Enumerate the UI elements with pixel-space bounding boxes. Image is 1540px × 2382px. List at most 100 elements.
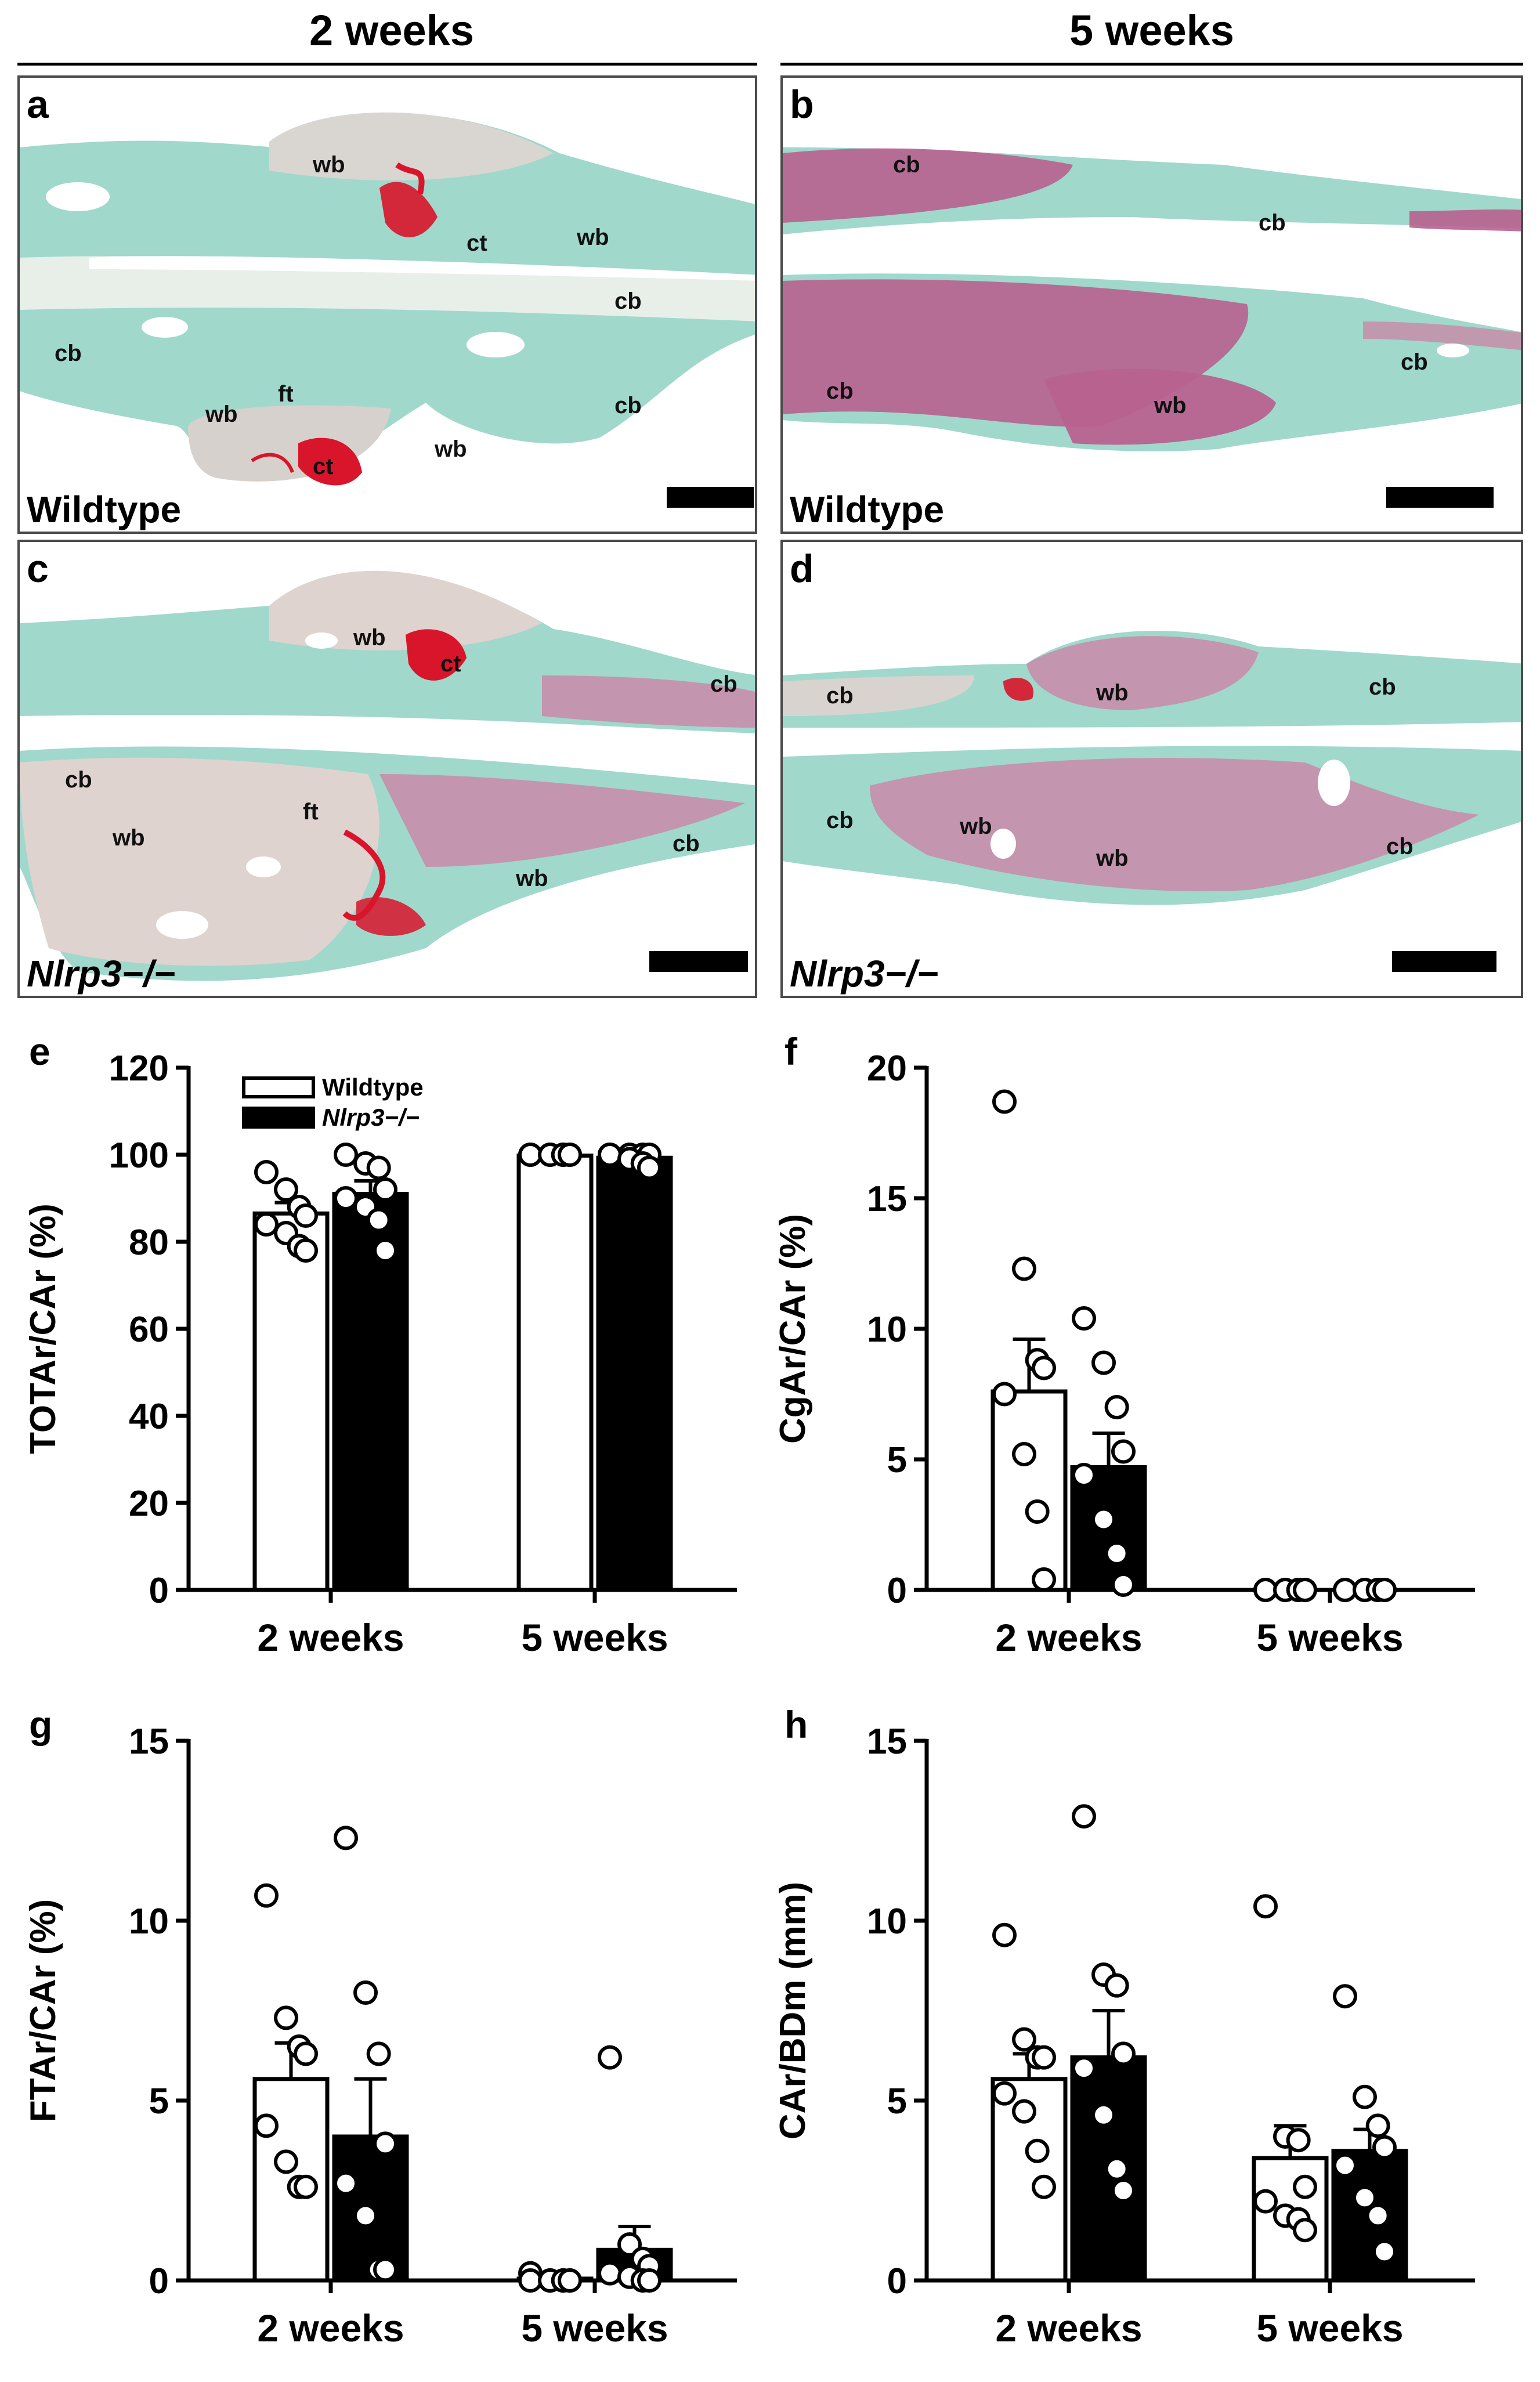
data-point (373, 2131, 397, 2156)
data-point (1365, 2203, 1390, 2228)
data-point (294, 2174, 318, 2199)
tissue-label: ct (467, 230, 487, 256)
tissue-label: cb (710, 671, 738, 697)
tissue-label: wb (435, 436, 467, 462)
y-tick-label: 100 (109, 1136, 169, 1176)
data-point (1032, 2174, 1056, 2199)
data-point (1293, 2218, 1317, 2243)
panel-label-f: f (785, 1030, 798, 1073)
tissue-label: cb (1369, 674, 1396, 700)
column-header-right-rule (780, 63, 1523, 66)
data-point (254, 1212, 279, 1237)
panel-label-h: h (785, 1703, 808, 1746)
data-point (274, 2149, 298, 2174)
scale-bar (1386, 487, 1494, 508)
data-point (1104, 1395, 1129, 1419)
tissue-label: cb (614, 393, 642, 418)
data-point (1333, 1984, 1357, 2009)
column-header-left-rule (17, 63, 757, 66)
chart-f-svg: f 0 5 10 15 20 CgAr/CAr (%) 2 weeks 5 weeks (773, 1030, 1475, 1659)
scale-bar (667, 487, 754, 508)
y-tick-label: 40 (129, 1397, 169, 1437)
data-point (373, 2257, 397, 2282)
y-tick-label: 5 (887, 1440, 907, 1480)
data-point (1365, 2113, 1390, 2138)
y-tick-label: 10 (129, 1902, 169, 1942)
panel-label-d: d (790, 547, 814, 591)
y-axis-label: TOTAr/CAr (%) (23, 1203, 63, 1454)
y-tick-label: 15 (867, 1179, 907, 1219)
x-tick-label: 2 weeks (995, 2307, 1142, 2350)
y-axis-label: CgAr/CAr (%) (773, 1214, 813, 1444)
tissue-label: wb (577, 225, 609, 250)
panel-label-a: a (27, 82, 49, 126)
data-point (1253, 1578, 1278, 1602)
tissue-label: cb (826, 683, 854, 709)
data-point (1072, 1804, 1096, 1829)
y-tick-label: 0 (149, 2261, 169, 2301)
data-point (1012, 1442, 1036, 1466)
data-point (1072, 1306, 1096, 1331)
x-tick-label: 2 weeks (995, 1616, 1142, 1659)
genotype-label: Nlrp3−/− (790, 953, 939, 995)
tissue-label: cb (893, 152, 920, 178)
bar-wildtype-2weeks (252, 1211, 330, 1592)
data-point (992, 1089, 1017, 1114)
bar-wildtype-5weeks (516, 1154, 594, 1592)
data-point (1111, 2041, 1136, 2066)
tissue-label: ft (303, 799, 319, 825)
y-axis-label: FTAr/CAr (%) (23, 1899, 63, 2123)
y-tick-label: 10 (867, 1310, 907, 1350)
data-point (1111, 1573, 1136, 1597)
y-tick-label: 60 (129, 1310, 169, 1350)
data-point (1072, 2056, 1096, 2081)
data-point (1104, 1973, 1129, 1998)
data-point (598, 2045, 622, 2070)
data-point (1353, 2084, 1377, 2109)
data-point (1372, 2135, 1397, 2160)
data-point (1253, 2189, 1278, 2214)
data-point (334, 1186, 358, 1210)
micrograph-panel-d: cb wb cb cb wb wb cb d Nlrp3−/− (780, 540, 1523, 998)
micrograph-panel-c: wb ct cb cb ft wb wb cb c Nlrp3−/− (17, 540, 757, 998)
tissue-label: cb (1386, 834, 1414, 859)
data-point (1032, 1567, 1056, 1592)
data-point (598, 1143, 622, 1167)
data-point (637, 2268, 661, 2293)
chart-panel-e: e 0 20 40 60 80 100 120 TOTAr/CAr (%) 2 weeks 5 we… (0, 1021, 770, 1677)
data-point (1091, 2102, 1116, 2127)
data-point (1091, 1507, 1116, 1532)
x-tick-label: 2 weeks (257, 2307, 404, 2350)
x-tick-label: 5 weeks (1256, 1616, 1403, 1659)
scale-bar (1392, 951, 1496, 972)
data-point (1293, 1578, 1317, 1602)
data-point (1372, 1578, 1397, 1602)
bar-wildtype-2weeks (990, 1389, 1068, 1592)
data-point (294, 1203, 318, 1228)
column-header-left: 2 weeks (309, 6, 474, 55)
panel-label-g: g (29, 1703, 52, 1746)
tissue-label: wb (313, 152, 345, 178)
genotype-label: Nlrp3−/− (27, 953, 176, 995)
x-tick-label: 5 weeks (521, 1616, 668, 1659)
bar-nlrp3-2weeks (332, 1192, 409, 1592)
bar-nlrp3-5weeks (596, 1155, 673, 1592)
data-point (1012, 2027, 1036, 2052)
data-point (1025, 2138, 1050, 2163)
data-point (518, 1143, 543, 1167)
y-tick-label: 5 (887, 2081, 907, 2121)
data-point (992, 1922, 1017, 1947)
panel-label-b: b (790, 82, 814, 126)
data-point (373, 1177, 397, 1202)
y-tick-label: 80 (129, 1223, 169, 1263)
tissue-label: ct (440, 651, 461, 677)
y-tick-label: 0 (887, 2261, 907, 2301)
scale-bar (649, 951, 748, 972)
data-point (1111, 2178, 1136, 2203)
micrograph-a-image (20, 112, 755, 486)
y-tick-label: 0 (149, 1571, 169, 1611)
chart-panel-g: g 0 5 10 15 FTAr/CAr (%) 2 weeks 5 weeks (0, 1700, 770, 2373)
x-tick-label: 5 weeks (521, 2307, 668, 2350)
tissue-label: cb (65, 767, 92, 793)
data-point (518, 2268, 543, 2293)
